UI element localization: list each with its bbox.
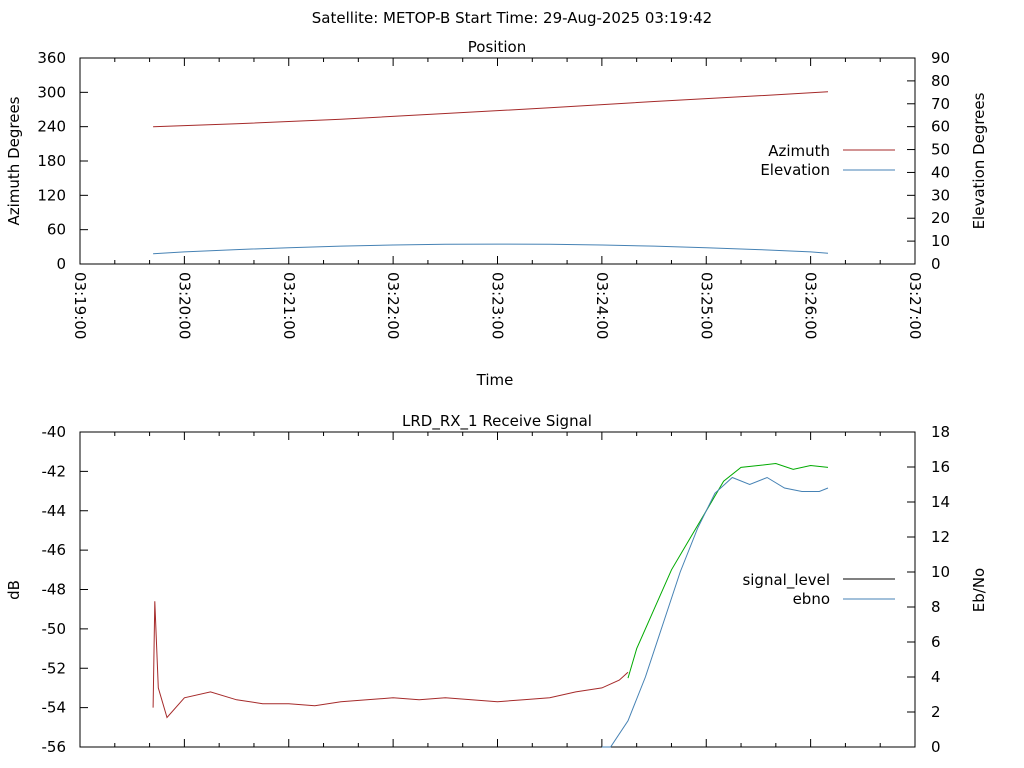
y-tick-label: -46	[42, 541, 67, 559]
y2-tick-label: 30	[931, 186, 950, 204]
position-chart: Position 03:19:00 03:20:00 03:21:00 03:22:0…	[5, 38, 988, 389]
legend-label-azimuth: Azimuth	[768, 142, 830, 160]
position-ylabel: Azimuth Degrees	[5, 96, 23, 225]
y2-tick-label: 18	[931, 423, 950, 441]
y-tick-label: 180	[37, 152, 66, 170]
y2-tick-label: 8	[931, 598, 941, 616]
y2-tick-label: 12	[931, 528, 950, 546]
y-tick-label: -54	[42, 699, 67, 717]
y-tick-label: 240	[37, 118, 66, 136]
position-series	[153, 91, 829, 255]
x-tick-label: 03:25:00	[697, 272, 715, 339]
y-tick-label: -48	[42, 581, 67, 599]
x-tick-label: 03:20:00	[175, 272, 193, 339]
x-tick-label: 03:22:00	[384, 272, 402, 339]
x-tick-label: 03:24:00	[593, 272, 611, 339]
position-legend: Azimuth Elevation	[760, 142, 895, 179]
y-tick-label: 360	[37, 49, 66, 67]
x-tick-label: 03:21:00	[280, 272, 298, 339]
position-ticks: 03:19:00 03:20:00 03:21:00 03:22:00 03:23:00…	[37, 49, 950, 339]
legend-label-signal-level: signal_level	[742, 571, 830, 590]
y2-tick-label: 0	[931, 255, 941, 273]
x-tick-label: 03:27:00	[906, 272, 924, 339]
y-tick-label: -42	[42, 462, 67, 480]
signal-series	[152, 462, 829, 748]
signal-plot-frame	[79, 431, 916, 748]
page-title: Satellite: METOP-B Start Time: 29-Aug-20…	[312, 9, 712, 27]
x-tick-label: 03:23:00	[489, 272, 507, 339]
y-tick-label: -50	[42, 620, 67, 638]
y-tick-label: 120	[37, 186, 66, 204]
legend-label-ebno: ebno	[793, 590, 830, 608]
y-tick-label: -52	[42, 659, 67, 677]
y2-tick-label: 10	[931, 563, 950, 581]
y2-tick-label: 6	[931, 633, 941, 651]
legend-label-elevation: Elevation	[760, 161, 830, 179]
series-line-2	[601, 476, 829, 748]
series-line-1	[153, 243, 829, 255]
y2-tick-label: 80	[931, 72, 950, 90]
y2-tick-label: 20	[931, 209, 950, 227]
y-tick-label: -56	[42, 738, 67, 756]
y2-tick-label: 90	[931, 49, 950, 67]
y2-tick-label: 70	[931, 95, 950, 113]
y2-tick-label: 14	[931, 493, 950, 511]
signal-chart: LRD_RX_1 Receive Signal -56-54-52-50-48-…	[5, 412, 988, 756]
series-line-1	[627, 462, 829, 679]
series-line-0	[152, 601, 629, 719]
series-line-0	[153, 91, 829, 128]
y2-tick-label: 40	[931, 163, 950, 181]
x-tick-label: 03:19:00	[71, 272, 89, 339]
y2-tick-label: 0	[931, 738, 941, 756]
y-tick-label: 60	[47, 221, 66, 239]
y2-tick-label: 16	[931, 458, 950, 476]
position-chart-title: Position	[468, 38, 526, 56]
position-y2label: Elevation Degrees	[970, 92, 988, 229]
y2-tick-label: 10	[931, 232, 950, 250]
position-xlabel: Time	[476, 371, 514, 389]
y2-tick-label: 50	[931, 141, 950, 159]
signal-ylabel: dB	[5, 580, 23, 600]
signal-y2label: Eb/No	[970, 568, 988, 612]
y2-tick-label: 4	[931, 668, 941, 686]
y-tick-label: 0	[56, 255, 66, 273]
y-tick-label: 300	[37, 83, 66, 101]
signal-legend: signal_level ebno	[742, 571, 895, 608]
y-tick-label: -40	[42, 423, 67, 441]
x-tick-label: 03:26:00	[802, 272, 820, 339]
signal-ticks: -56 -54 -52 -50 -48 -46 -44 -42 -40 0 2 4 6 8 10 12 14 16…	[42, 423, 951, 756]
y2-tick-label: 2	[931, 703, 941, 721]
y2-tick-label: 60	[931, 118, 950, 136]
signal-chart-title: LRD_RX_1 Receive Signal	[402, 412, 592, 431]
y-tick-label: -44	[42, 502, 67, 520]
